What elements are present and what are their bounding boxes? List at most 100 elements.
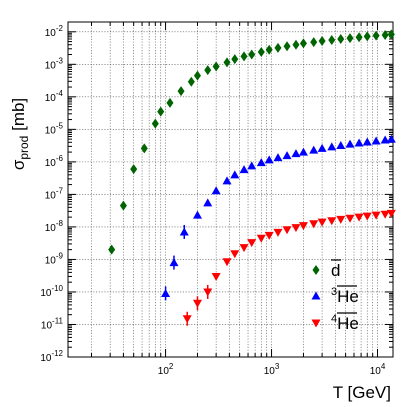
data-point (240, 51, 248, 62)
data-point (273, 153, 283, 162)
data-point (363, 31, 371, 42)
data-point (386, 134, 396, 143)
data-point (222, 258, 232, 267)
data-point (336, 215, 346, 224)
y-tick-label: 10-7 (45, 186, 64, 201)
series-4he (182, 209, 396, 326)
y-tick-label: 10-8 (45, 219, 64, 234)
data-point (192, 299, 202, 308)
data-point (256, 234, 266, 243)
y-axis-title-symbol: σ (9, 159, 28, 170)
data-point (298, 147, 308, 156)
data-point (372, 30, 380, 41)
data-point (387, 29, 395, 40)
legend-label: d (331, 261, 340, 280)
legend-label: 3He (331, 286, 359, 306)
y-axis-title-unit: [mb] (9, 98, 28, 136)
y-tick-label: 10-5 (45, 121, 64, 136)
data-point (327, 217, 337, 226)
data-point (298, 222, 308, 231)
legend-marker (312, 265, 320, 275)
data-point (354, 138, 364, 147)
data-point (161, 288, 171, 297)
data-point (166, 97, 174, 108)
data-point (230, 250, 240, 259)
data-point (317, 143, 327, 152)
data-point (203, 198, 213, 207)
data-point (223, 57, 231, 68)
data-point (380, 135, 390, 144)
data-point (346, 33, 354, 44)
data-point (265, 44, 273, 55)
data-point (371, 211, 381, 220)
data-point (140, 143, 148, 154)
data-point (274, 42, 282, 53)
data-point (318, 36, 326, 47)
x-tick-label: 104 (370, 362, 386, 377)
legend-marker (311, 319, 321, 328)
y-tick-label: 10-12 (40, 349, 63, 364)
data-point (211, 186, 221, 195)
data-point (291, 149, 301, 158)
legend-marker (311, 291, 321, 300)
data-point (362, 212, 372, 221)
data-point (230, 170, 240, 179)
data-point (345, 139, 355, 148)
y-tick-label: 10-4 (45, 89, 64, 104)
data-point (282, 226, 292, 235)
data-point (247, 161, 257, 170)
legend: d 3He 4He (311, 259, 359, 333)
x-axis-title: T [GeV] (333, 383, 391, 402)
data-point (247, 239, 257, 248)
data-point (328, 34, 336, 45)
data-point (151, 118, 159, 129)
y-axis-title-subscript: prod (17, 136, 31, 160)
data-point (119, 200, 127, 211)
y-axis-title: σprod [mb] (9, 98, 31, 170)
data-point (157, 106, 165, 117)
data-points (108, 29, 396, 326)
data-point (264, 231, 274, 240)
data-point (192, 210, 202, 219)
y-tick-label: 10-3 (45, 56, 64, 71)
data-point (108, 244, 116, 255)
data-point (179, 227, 189, 236)
y-tick-label: 10-11 (41, 316, 64, 331)
data-point (336, 140, 346, 149)
data-point (273, 228, 283, 237)
data-point (309, 145, 319, 154)
data-point (337, 34, 345, 45)
data-point (309, 220, 319, 229)
data-point (231, 54, 239, 65)
plot-frame (67, 21, 394, 358)
data-point (381, 29, 389, 40)
data-point (355, 32, 363, 43)
data-point (354, 213, 364, 222)
data-point (256, 158, 266, 167)
data-point (204, 65, 212, 76)
data-point (212, 61, 220, 72)
series-d (108, 29, 395, 255)
grid (68, 22, 393, 358)
data-point (211, 272, 221, 281)
y-tick-label: 10-10 (40, 284, 63, 299)
x-tick-label: 103 (264, 362, 280, 377)
data-point (193, 70, 201, 81)
data-point (299, 38, 307, 49)
data-point (187, 76, 195, 87)
data-point (283, 41, 291, 52)
data-point (264, 155, 274, 164)
data-point (257, 46, 265, 57)
data-point (371, 136, 381, 145)
data-point (182, 315, 192, 324)
data-point (239, 244, 249, 253)
series-3he (161, 134, 396, 301)
data-point (317, 218, 327, 227)
data-point (239, 165, 249, 174)
data-point (310, 37, 318, 48)
data-point (248, 49, 256, 60)
y-tick-label: 10-6 (45, 154, 64, 169)
data-point (282, 151, 292, 160)
data-point (169, 258, 179, 267)
